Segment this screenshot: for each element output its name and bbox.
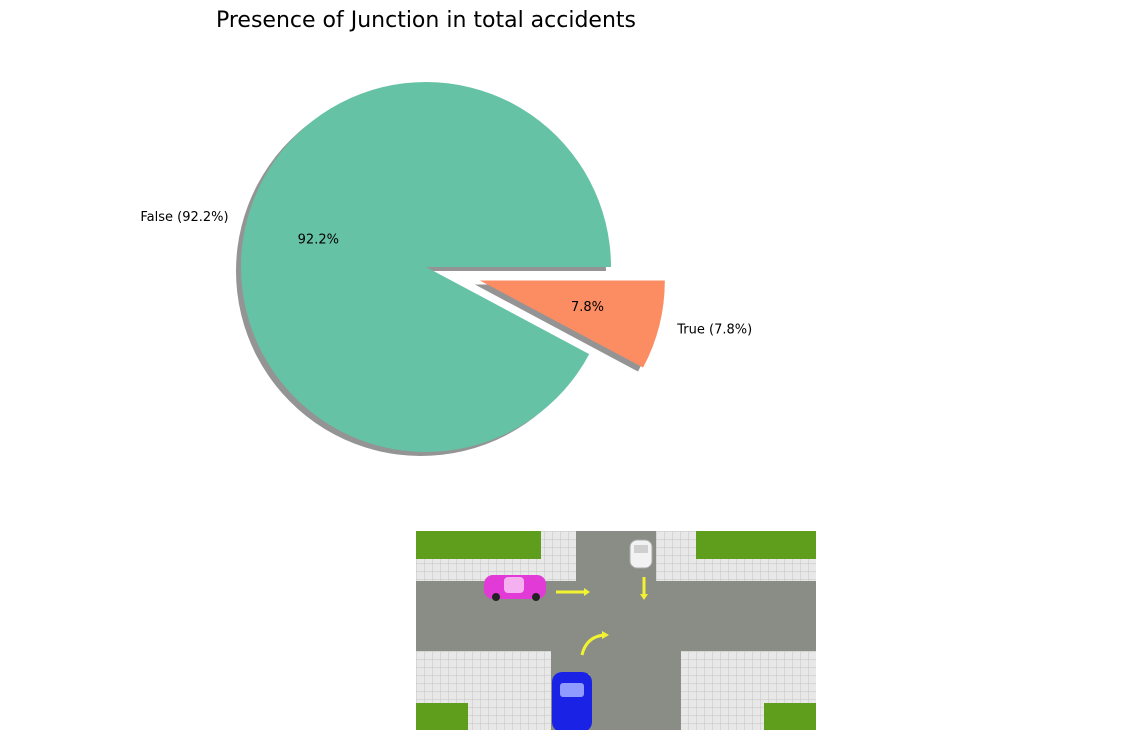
grass-top-right: [694, 531, 816, 561]
arrow-heads: [584, 588, 648, 639]
grass-bottom-left: [416, 703, 471, 730]
slice-labels: 92.2% False (92.2%) 7.8% True (7.8%): [140, 210, 752, 337]
pct-label-false: 92.2%: [298, 233, 339, 248]
pavement-top-right: [656, 531, 816, 581]
grass-top-left: [416, 531, 541, 561]
slice-false: [240, 82, 611, 453]
white-car: [629, 539, 653, 569]
junction-illustration: [416, 531, 816, 730]
grass-bottom-right: [764, 703, 816, 730]
slice-label-false: False (92.2%): [140, 210, 228, 225]
pavement-bottom-left: [416, 651, 551, 730]
pavement-top-left: [416, 531, 576, 581]
slices: [240, 82, 665, 453]
pct-label-true: 7.8%: [571, 300, 604, 315]
pie-chart: Presence of Junction in total accidents …: [140, 8, 752, 457]
pavement-bottom-right: [681, 651, 816, 730]
slice-true: [479, 280, 665, 368]
magenta-car: [484, 575, 546, 601]
chart-title: Presence of Junction in total accidents: [216, 8, 636, 33]
slice-label-true: True (7.8%): [676, 322, 752, 337]
blue-car: [552, 672, 592, 730]
